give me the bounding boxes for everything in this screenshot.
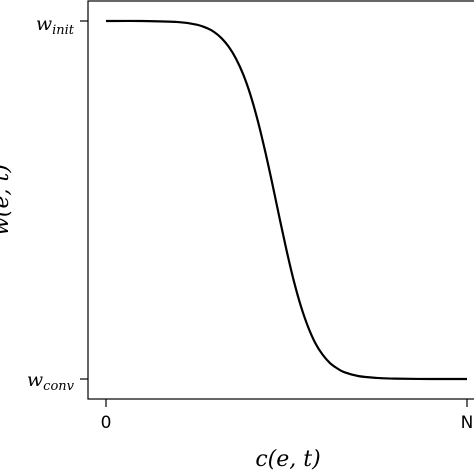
y-tick-label-init-base: w	[36, 13, 52, 35]
plot-frame	[87, 0, 474, 400]
series-line	[105, 19, 468, 381]
y-tick-label-init-sub: init	[52, 23, 75, 38]
y-tick-label-conv-base: w	[27, 369, 43, 391]
x-tick-label-n: N	[461, 413, 474, 433]
y-tick-label-conv: wconv	[27, 369, 75, 394]
x-axis-label: c(e, t)	[255, 447, 320, 472]
y-axis-label: w(e, t)	[0, 164, 14, 236]
y-tick-label-conv-sub: conv	[43, 379, 74, 394]
x-tick-label-0: 0	[101, 413, 112, 433]
y-tick-label-init: winit	[36, 13, 75, 38]
